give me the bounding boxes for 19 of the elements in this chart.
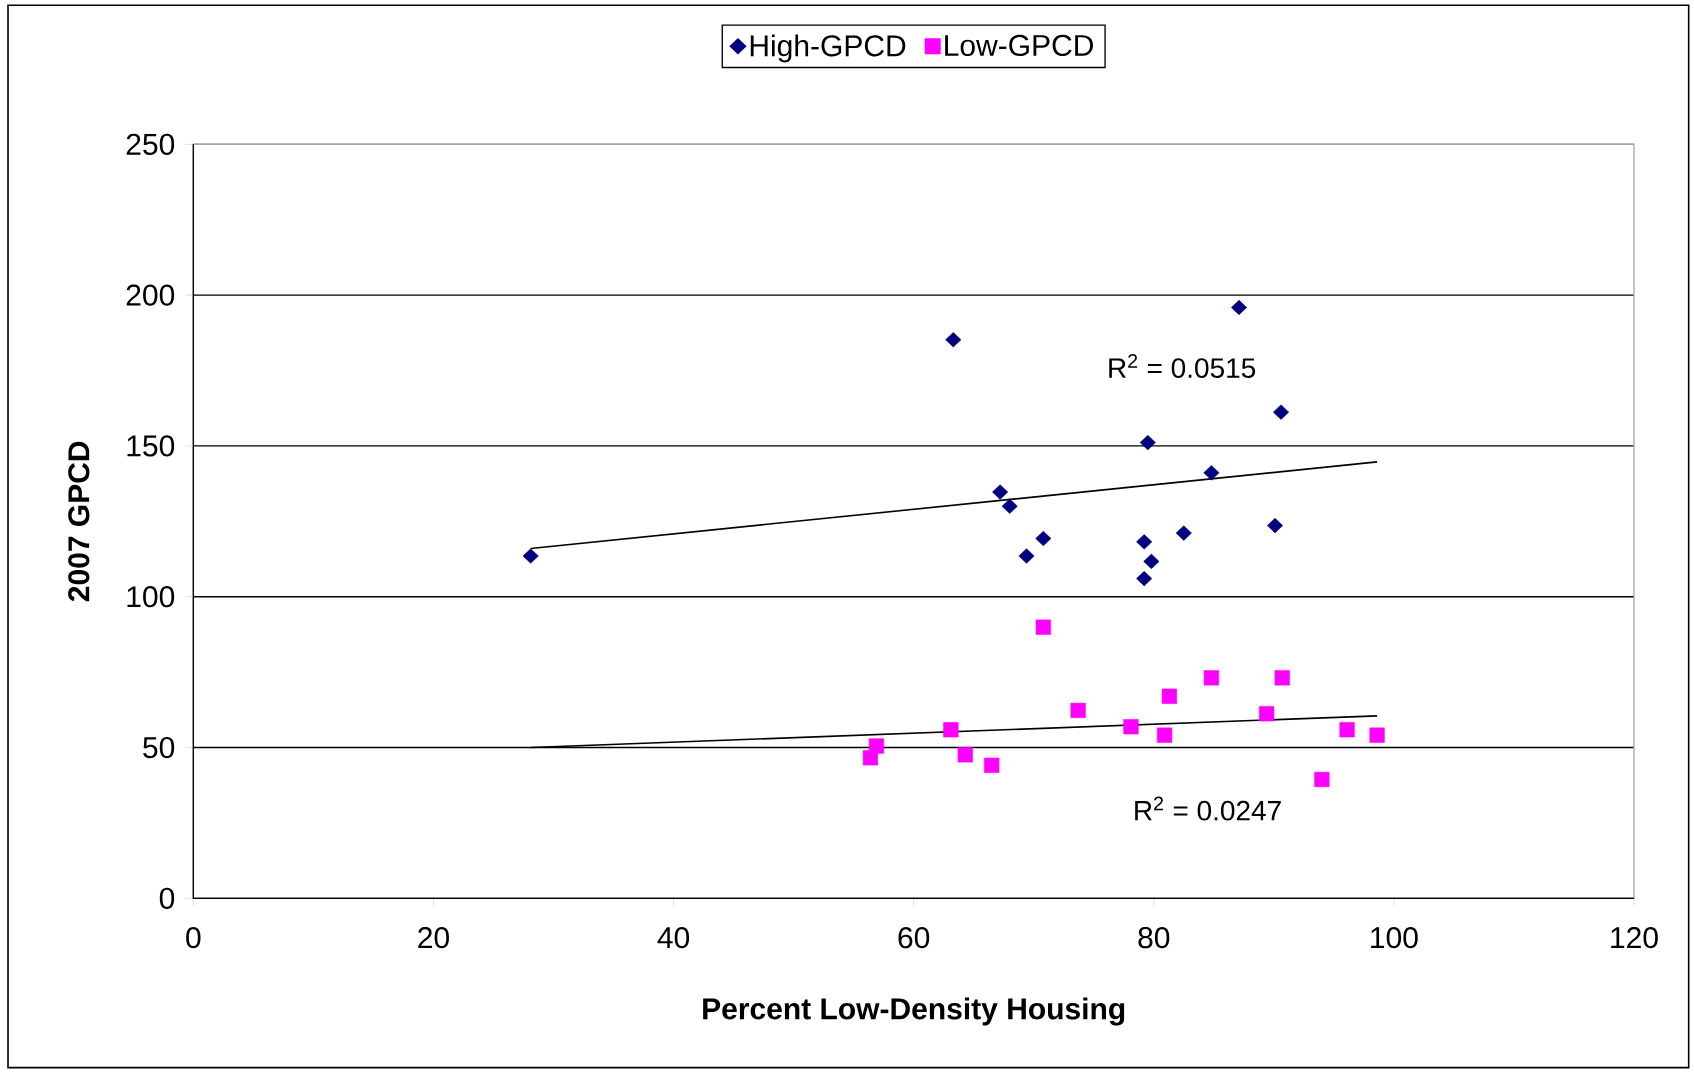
legend-label: Low-GPCD: [945, 34, 1093, 57]
annotation: R$^{2}$ = 0.0515: [1109, 354, 1256, 378]
x-axis-title: Percent Low-Density Housing: [703, 997, 1125, 1026]
x-tick-label: 80: [1138, 927, 1170, 949]
x-tick-label: 60: [898, 927, 930, 949]
y-tick-label: 100: [127, 586, 175, 608]
x-tick-label: 0: [186, 927, 201, 949]
y-tick-label: 150: [127, 435, 175, 457]
x-tick-label: 40: [657, 927, 690, 949]
x-tick-label: 100: [1371, 927, 1418, 949]
y-tick-label: 250: [126, 133, 175, 155]
x-tick-label: 20: [418, 927, 449, 949]
annotation: R$^{2}$ = 0.0247: [1135, 796, 1281, 821]
legend-label: High-GPCD: [750, 34, 906, 63]
x-tick-label: 120: [1611, 927, 1658, 949]
y-tick-label: 50: [143, 736, 175, 759]
y-tick-label: 200: [126, 284, 175, 306]
y-axis-title: 2007 GPCD: [68, 441, 90, 602]
y-tick-label: 0: [159, 887, 175, 909]
